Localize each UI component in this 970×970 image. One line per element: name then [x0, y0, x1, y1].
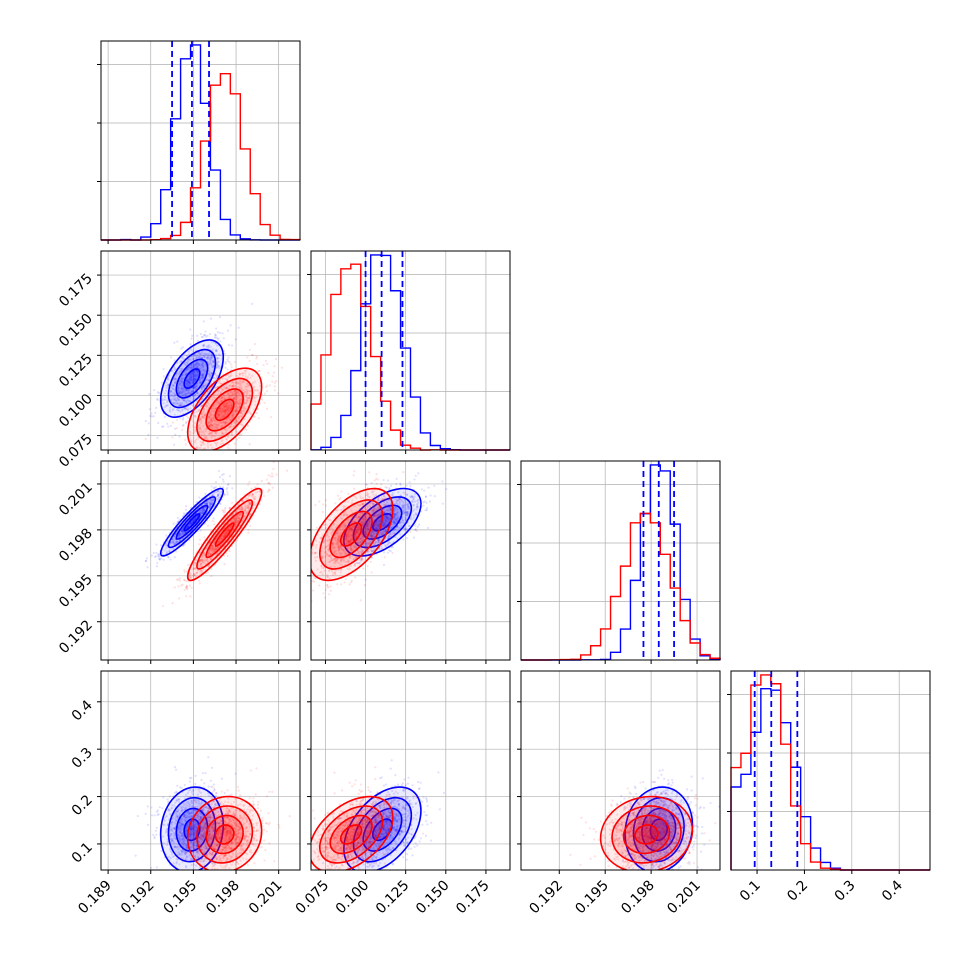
- scatter-panel: [311, 470, 448, 603]
- y-tick-label: 0.4: [69, 697, 96, 724]
- panel-frame: [310, 460, 511, 661]
- contour-blue: [167, 348, 217, 409]
- y-tick-label: 0.3: [69, 745, 96, 772]
- x-tick-label: 0.195: [572, 878, 612, 918]
- contour-red: [319, 499, 384, 570]
- x-tick-label: 0.192: [526, 878, 566, 918]
- tick-marks: [307, 273, 487, 454]
- panel-frame: [100, 40, 301, 241]
- x-tick-label: 0.3: [832, 878, 859, 905]
- y-tick-label: 0.100: [56, 391, 96, 431]
- y-tick-label: 0.1: [69, 839, 96, 866]
- contour-red: [622, 814, 671, 855]
- x-tick-label: 0.189: [75, 878, 115, 918]
- contour-red: [186, 367, 263, 450]
- panel-frame: [520, 670, 721, 871]
- scatter-panel: [134, 756, 291, 870]
- y-tick-label: 0.201: [56, 479, 96, 519]
- x-tick-label: 0.195: [161, 878, 201, 918]
- x-tick-label: 0.4: [879, 877, 906, 904]
- x-tick-label: 0.175: [453, 878, 493, 918]
- tick-marks: [307, 483, 487, 664]
- contour-blue: [183, 368, 201, 390]
- x-tick-label: 0.201: [664, 878, 704, 918]
- contour-red: [634, 824, 659, 845]
- contour-red: [205, 388, 244, 432]
- scatter-panel: [569, 769, 720, 870]
- y-tick-label: 0.125: [56, 351, 96, 391]
- x-tick-label: 0.075: [293, 878, 333, 918]
- panel-frame: [310, 670, 511, 871]
- contour-red: [214, 522, 235, 547]
- contour-red: [311, 487, 394, 582]
- contour-blue: [159, 339, 225, 418]
- contour-red: [311, 795, 394, 870]
- x-tick-label: 0.1: [737, 878, 764, 905]
- x-tick-label: 0.150: [413, 878, 453, 918]
- panel-frame: [310, 250, 511, 451]
- contour-red: [339, 522, 363, 547]
- scatter-panel: [144, 302, 284, 450]
- scatter-panel: [311, 759, 446, 870]
- tick-marks: [727, 693, 900, 874]
- contour-red: [329, 510, 373, 559]
- contour-red: [214, 398, 235, 422]
- tick-marks: [97, 274, 280, 454]
- tick-marks: [97, 701, 280, 874]
- y-tick-label: 0.192: [56, 617, 96, 657]
- tick-marks: [97, 63, 280, 244]
- grid-lines: [521, 461, 720, 660]
- histogram-blue: [730, 687, 930, 871]
- contour-red: [196, 499, 254, 570]
- grid-lines: [101, 671, 300, 870]
- panel-frame: [100, 250, 301, 451]
- x-tick-label: 0.192: [118, 878, 158, 918]
- contour-red: [339, 824, 363, 845]
- panel-frame: [100, 670, 301, 871]
- contour-red: [205, 814, 244, 855]
- contour-blue: [167, 496, 217, 549]
- y-tick-label: 0.075: [56, 431, 96, 471]
- contour-blue: [175, 358, 209, 399]
- grid-lines: [311, 461, 510, 660]
- contour-red: [329, 814, 373, 855]
- panel-frame: [730, 670, 931, 871]
- tick-marks: [517, 701, 698, 874]
- points-red: [569, 780, 717, 870]
- grid-lines: [311, 671, 510, 870]
- contour-blue: [183, 513, 201, 532]
- tick-marks: [307, 701, 487, 874]
- y-tick-label: 0.198: [56, 525, 96, 565]
- x-tick-label: 0.2: [784, 878, 811, 905]
- panel-frame: [520, 460, 721, 661]
- grid-lines: [521, 671, 720, 870]
- tick-marks: [97, 483, 280, 664]
- grid-lines: [731, 671, 930, 870]
- grid-lines: [101, 461, 300, 660]
- y-tick-label: 0.150: [56, 311, 96, 351]
- x-tick-label: 0.100: [333, 878, 373, 918]
- y-tick-label: 0.2: [69, 792, 96, 819]
- tick-marks: [517, 483, 698, 664]
- y-tick-label: 0.195: [56, 571, 96, 611]
- contour-red: [196, 377, 254, 442]
- contour-red: [319, 805, 384, 864]
- x-tick-label: 0.125: [373, 878, 413, 918]
- scatter-panel: [144, 461, 289, 608]
- contour-red: [214, 824, 235, 845]
- panel-frame: [100, 460, 301, 661]
- grid-lines: [101, 251, 300, 450]
- x-tick-label: 0.201: [246, 878, 286, 918]
- y-tick-label: 0.175: [56, 271, 96, 311]
- x-tick-label: 0.198: [618, 878, 658, 918]
- x-tick-label: 0.198: [203, 878, 243, 918]
